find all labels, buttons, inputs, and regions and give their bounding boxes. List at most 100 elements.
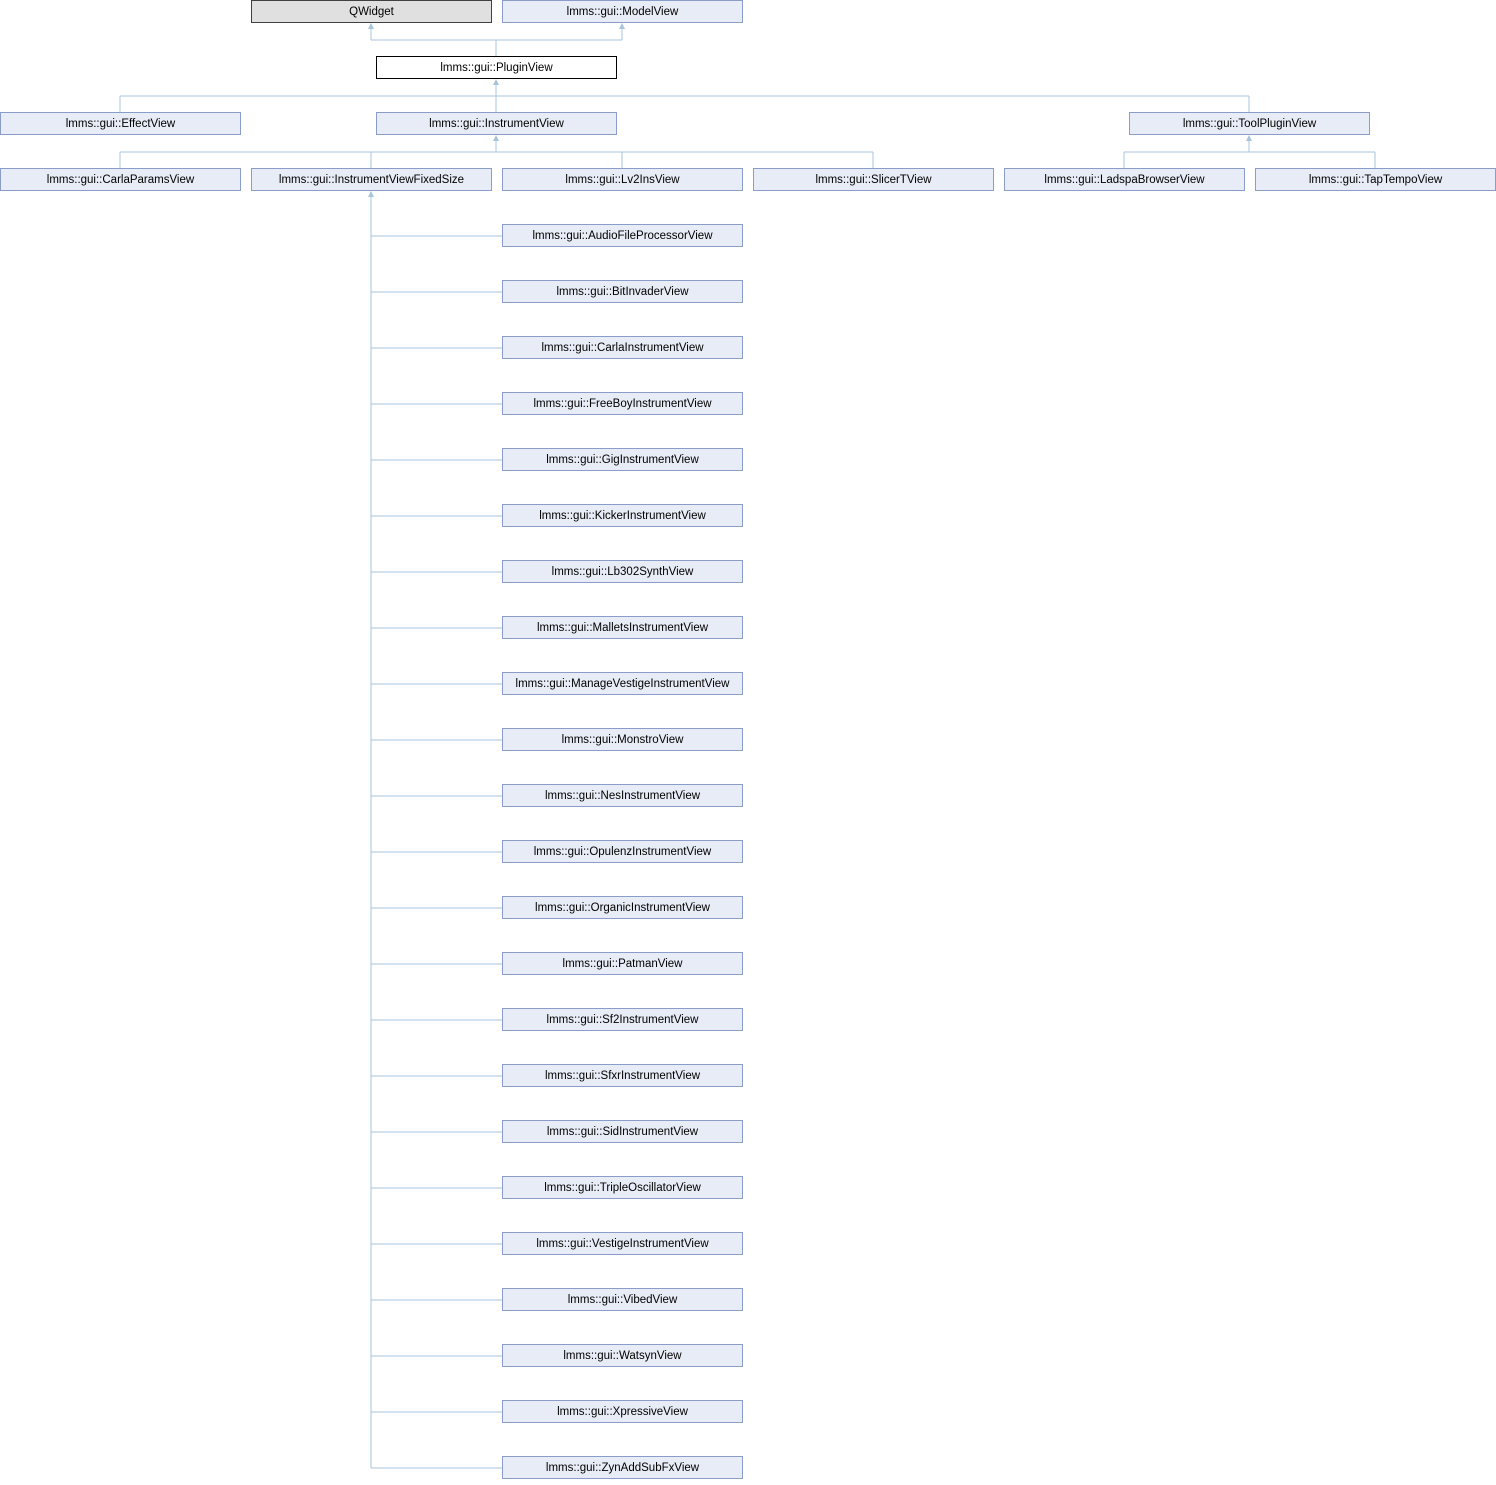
node-label: lmms::gui::SfxrInstrumentView: [545, 1070, 701, 1082]
node-label: lmms::gui::XpressiveView: [557, 1406, 688, 1418]
class-node: lmms::gui::SlicerTView: [753, 168, 994, 191]
node-label: lmms::gui::NesInstrumentView: [545, 790, 701, 802]
node-label: lmms::gui::Sf2InstrumentView: [547, 1014, 700, 1026]
node-label: lmms::gui::LadspaBrowserView: [1044, 174, 1205, 186]
node-box: [502, 168, 743, 191]
node-box: [502, 1064, 743, 1087]
class-node: lmms::gui::PatmanView: [502, 952, 743, 975]
class-node: lmms::gui::MalletsInstrumentView: [502, 616, 743, 639]
node-box: [502, 1344, 743, 1367]
class-node: lmms::gui::EffectView: [0, 112, 241, 135]
arrowhead: [1246, 135, 1252, 141]
node-box: [502, 1008, 743, 1031]
node-label: lmms::gui::TapTempoView: [1309, 174, 1443, 186]
arrowhead: [493, 135, 499, 141]
node-label: lmms::gui::PatmanView: [563, 958, 684, 970]
class-node: lmms::gui::KickerInstrumentView: [502, 504, 743, 527]
class-node: lmms::gui::InstrumentView: [376, 112, 617, 135]
node-box: [376, 112, 617, 135]
node-label: lmms::gui::ManageVestigeInstrumentView: [516, 678, 731, 690]
node-label: lmms::gui::Lv2InsView: [565, 174, 680, 186]
node-box: [502, 336, 743, 359]
node-box: [502, 896, 743, 919]
node-box: [0, 168, 241, 191]
class-node: lmms::gui::TripleOscillatorView: [502, 1176, 743, 1199]
node-label: lmms::gui::WatsynView: [563, 1350, 682, 1362]
class-node: lmms::gui::AudioFileProcessorView: [502, 224, 743, 247]
arrowhead: [619, 23, 625, 29]
node-label: lmms::gui::VestigeInstrumentView: [536, 1238, 709, 1250]
node-label: lmms::gui::AudioFileProcessorView: [532, 230, 713, 242]
node-box: [502, 1120, 743, 1143]
class-node: lmms::gui::Sf2InstrumentView: [502, 1008, 743, 1031]
node-label: QWidget: [349, 6, 395, 18]
node-label: lmms::gui::VibedView: [568, 1294, 678, 1306]
node-label: lmms::gui::ZynAddSubFxView: [546, 1462, 700, 1474]
class-node: lmms::gui::OpulenzInstrumentView: [502, 840, 743, 863]
class-node: lmms::gui::WatsynView: [502, 1344, 743, 1367]
class-node: lmms::gui::NesInstrumentView: [502, 784, 743, 807]
class-node: lmms::gui::ModelView: [502, 0, 743, 23]
node-label: lmms::gui::SlicerTView: [815, 174, 932, 186]
arrowhead: [368, 23, 374, 29]
node-label: lmms::gui::OpulenzInstrumentView: [534, 846, 712, 858]
node-label: lmms::gui::ModelView: [567, 6, 679, 18]
class-node: QWidget: [251, 0, 492, 23]
node-box: [502, 1232, 743, 1255]
class-node: lmms::gui::VestigeInstrumentView: [502, 1232, 743, 1255]
node-label: lmms::gui::OrganicInstrumentView: [535, 902, 711, 914]
node-label: lmms::gui::InstrumentView: [429, 118, 564, 130]
node-label: lmms::gui::PluginView: [440, 62, 553, 74]
node-box: [502, 224, 743, 247]
class-node: lmms::gui::GigInstrumentView: [502, 448, 743, 471]
class-node: lmms::gui::CarlaParamsView: [0, 168, 241, 191]
node-label: lmms::gui::CarlaInstrumentView: [541, 342, 704, 354]
node-box: [753, 168, 994, 191]
class-node: lmms::gui::SfxrInstrumentView: [502, 1064, 743, 1087]
node-box: [502, 840, 743, 863]
class-node: lmms::gui::InstrumentViewFixedSize: [251, 168, 492, 191]
node-box: [502, 504, 743, 527]
class-node: lmms::gui::CarlaInstrumentView: [502, 336, 743, 359]
node-box: [502, 728, 743, 751]
node-box: [502, 616, 743, 639]
class-node: lmms::gui::VibedView: [502, 1288, 743, 1311]
node-box: [502, 0, 743, 23]
arrowhead: [368, 191, 374, 197]
class-node: lmms::gui::MonstroView: [502, 728, 743, 751]
node-label: lmms::gui::EffectView: [66, 118, 176, 130]
node-box: [502, 1288, 743, 1311]
node-box: [251, 168, 492, 191]
node-box: [502, 392, 743, 415]
node-label: lmms::gui::TripleOscillatorView: [544, 1182, 701, 1194]
class-node: lmms::gui::ZynAddSubFxView: [502, 1456, 743, 1479]
class-node: lmms::gui::Lv2InsView: [502, 168, 743, 191]
class-node: lmms::gui::BitInvaderView: [502, 280, 743, 303]
node-label: lmms::gui::MonstroView: [562, 734, 685, 746]
node-label: lmms::gui::InstrumentViewFixedSize: [279, 174, 464, 186]
node-box: [502, 672, 743, 695]
node-box: [1004, 168, 1245, 191]
node-label: lmms::gui::BitInvaderView: [556, 286, 689, 298]
node-label: lmms::gui::SidInstrumentView: [547, 1126, 699, 1138]
class-node: lmms::gui::ManageVestigeInstrumentView: [502, 672, 743, 695]
node-box: [0, 112, 241, 135]
class-node: lmms::gui::OrganicInstrumentView: [502, 896, 743, 919]
class-node: lmms::gui::FreeBoyInstrumentView: [502, 392, 743, 415]
node-label: lmms::gui::MalletsInstrumentView: [537, 622, 709, 634]
node-box: [502, 784, 743, 807]
node-box: [376, 56, 617, 79]
class-node: lmms::gui::TapTempoView: [1255, 168, 1496, 191]
class-node: lmms::gui::XpressiveView: [502, 1400, 743, 1423]
node-label: lmms::gui::CarlaParamsView: [47, 174, 195, 186]
node-label: lmms::gui::FreeBoyInstrumentView: [533, 398, 712, 410]
node-label: lmms::gui::ToolPluginView: [1183, 118, 1317, 130]
arrowhead: [493, 79, 499, 85]
node-label: lmms::gui::KickerInstrumentView: [539, 510, 706, 522]
class-node: lmms::gui::SidInstrumentView: [502, 1120, 743, 1143]
node-box: [502, 1176, 743, 1199]
node-box: [502, 280, 743, 303]
node-label: lmms::gui::GigInstrumentView: [546, 454, 699, 466]
class-node: lmms::gui::LadspaBrowserView: [1004, 168, 1245, 191]
